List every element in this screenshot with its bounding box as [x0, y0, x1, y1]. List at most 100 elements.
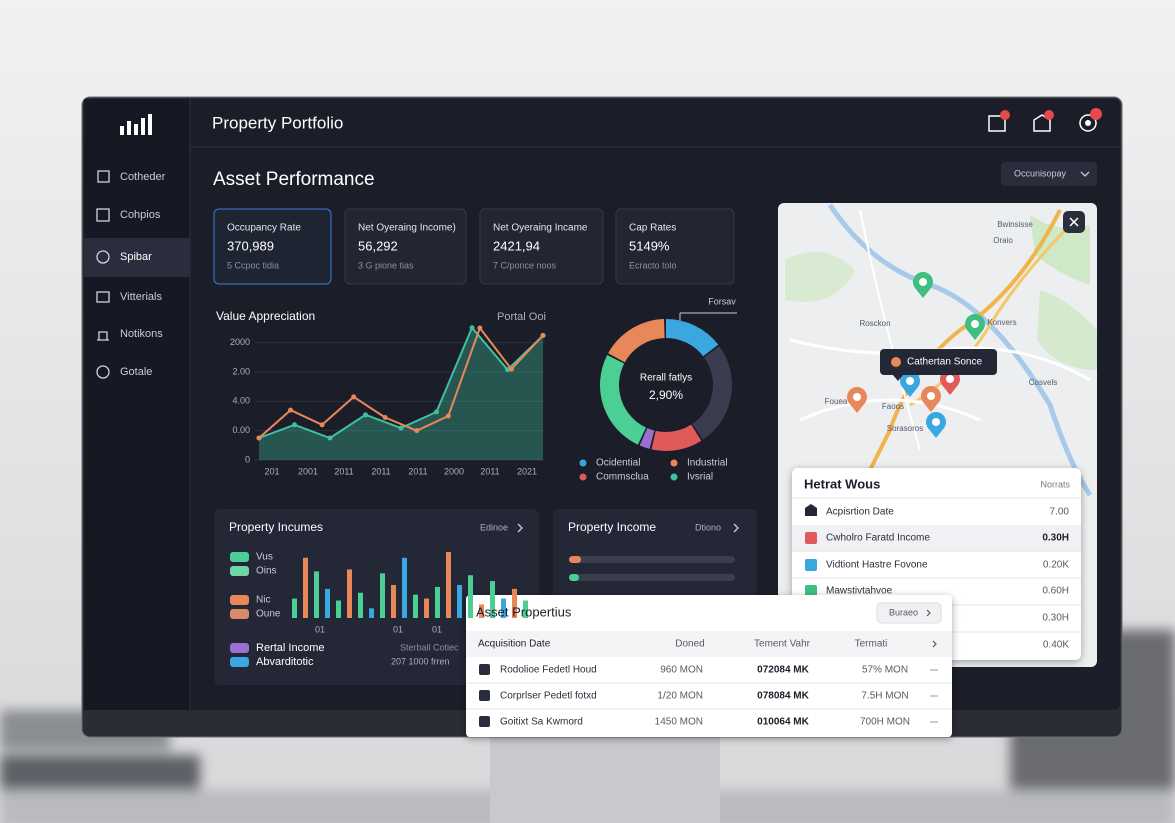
- progress-bars: [569, 556, 735, 581]
- row-label: Vidtiont Hastre Fovone: [826, 560, 928, 571]
- legend-label: Ivsrial: [687, 472, 713, 483]
- row-value: 0.30H: [1042, 613, 1069, 624]
- kpi-value: 56,292: [358, 238, 398, 253]
- y-tick-label: 2000: [230, 337, 250, 347]
- table-cell: 57% MON: [862, 665, 908, 676]
- legend-label: Ocidential: [596, 458, 640, 469]
- kpi-value: 2421,94: [493, 238, 540, 253]
- bar: [325, 588, 330, 618]
- legend-swatch: [230, 552, 249, 562]
- point: [445, 413, 451, 419]
- card-link[interactable]: Dtiono: [695, 522, 721, 532]
- button-label[interactable]: Buraeo: [889, 607, 918, 617]
- legend-label: Rertal Income: [256, 642, 324, 654]
- column-header: Doned: [675, 639, 704, 650]
- donut-value: 2,90%: [649, 388, 683, 402]
- map-place: Fouea: [825, 397, 848, 406]
- sidebar-item[interactable]: Spibar: [120, 251, 152, 263]
- sidebar-active[interactable]: [84, 238, 190, 277]
- legend-swatch: [579, 459, 587, 467]
- donut-segment: [600, 354, 646, 445]
- legend-label: Vus: [256, 552, 273, 563]
- donut-segment: [608, 319, 665, 363]
- point: [434, 409, 439, 415]
- table-cell: 1/20 MON: [657, 691, 703, 702]
- point: [256, 435, 262, 441]
- card-title: Hetrat Wous: [804, 476, 880, 491]
- sidebar-item[interactable]: Cohpios: [120, 209, 161, 221]
- x-tick-label: 01: [315, 624, 325, 634]
- x-tick-label: 201: [264, 466, 279, 476]
- table-cell: 7.5H MON: [861, 691, 908, 702]
- sidebar-item[interactable]: Vitterials: [120, 291, 162, 303]
- x-tick-label: 01: [393, 624, 403, 634]
- legend-swatch: [670, 459, 678, 467]
- note: Sterball Cotiec: [400, 642, 459, 652]
- y-tick-label: 0.00: [232, 425, 250, 435]
- legend-label: Nic: [256, 595, 270, 606]
- bar: [479, 604, 484, 618]
- table-cell: Goitixt Sa Kwmord: [500, 717, 583, 728]
- kpi-card[interactable]: [344, 208, 467, 285]
- row-label: Mawstivtahvoe: [826, 586, 893, 597]
- kpi-card[interactable]: [479, 208, 604, 285]
- card-property-incomes: [214, 509, 539, 685]
- card-title: Property Income: [568, 520, 656, 534]
- logo: [120, 114, 152, 135]
- y-tick-label: 0: [245, 454, 250, 464]
- kpi-label: Net Oyeraing Income): [358, 223, 456, 234]
- bar: [435, 586, 440, 618]
- map-place: Rosckon: [859, 319, 890, 328]
- legend-swatch: [230, 657, 249, 667]
- card-link[interactable]: Edinoe: [480, 522, 508, 532]
- row-value: 0.40K: [1043, 640, 1069, 651]
- point: [288, 407, 294, 413]
- point: [508, 366, 514, 372]
- dropdown[interactable]: [1001, 162, 1097, 186]
- dropdown-label[interactable]: Occunisopay: [1014, 168, 1067, 178]
- bar: [490, 581, 495, 618]
- sidebar-item[interactable]: Cotheder: [120, 171, 166, 183]
- table-cell: Corprlser Pedetl fotxd: [500, 691, 597, 702]
- kpi-sub: Ecracto tolo: [629, 260, 677, 270]
- kpi-value: 370,989: [227, 238, 274, 253]
- donut-segment: [639, 428, 655, 449]
- sidebar-item[interactable]: Gotale: [120, 366, 152, 378]
- bar: [468, 575, 473, 618]
- x-tick-label: 2011: [408, 466, 427, 476]
- bar: [446, 551, 451, 618]
- monitor-stand: [490, 737, 720, 823]
- legend-label: Commsclua: [596, 472, 649, 483]
- donut-segment: [692, 346, 732, 440]
- kpi-sub: 3 G pione tias: [358, 260, 414, 270]
- charts: [230, 319, 732, 667]
- legend-label: Industrial: [687, 458, 728, 469]
- map-place: Faoos: [882, 402, 904, 411]
- point: [477, 325, 483, 331]
- kpi-card[interactable]: [615, 208, 735, 285]
- map-pins[interactable]: [847, 272, 986, 438]
- kpi-card[interactable]: [213, 208, 332, 285]
- map-place: Cosvels: [1029, 378, 1057, 387]
- bar: [523, 600, 528, 618]
- row-value: 7.00: [1050, 507, 1070, 518]
- sidebar-item[interactable]: Notikons: [120, 328, 163, 340]
- card-chevrons[interactable]: [517, 523, 739, 533]
- y-tick-label: 4.00: [232, 396, 250, 406]
- x-tick-label: 2001: [298, 466, 318, 476]
- kpi-label: Net Oyeraing Incame: [493, 223, 588, 234]
- area: [259, 327, 543, 460]
- kpi-label: Cap Rates: [629, 223, 676, 234]
- header-title: Property Portfolio: [212, 113, 343, 132]
- donut-callout: Forsav: [708, 296, 736, 306]
- bar: [347, 569, 352, 618]
- map-place: Sorasoros: [887, 424, 923, 433]
- bar: [358, 592, 363, 618]
- kpi-value: 5149%: [629, 238, 670, 253]
- map-place: Bwinsisse: [997, 220, 1033, 229]
- bar: [402, 557, 407, 618]
- header-icons[interactable]: [988, 108, 1102, 132]
- point: [469, 325, 475, 331]
- note-value: 207 1000 frren: [391, 656, 450, 666]
